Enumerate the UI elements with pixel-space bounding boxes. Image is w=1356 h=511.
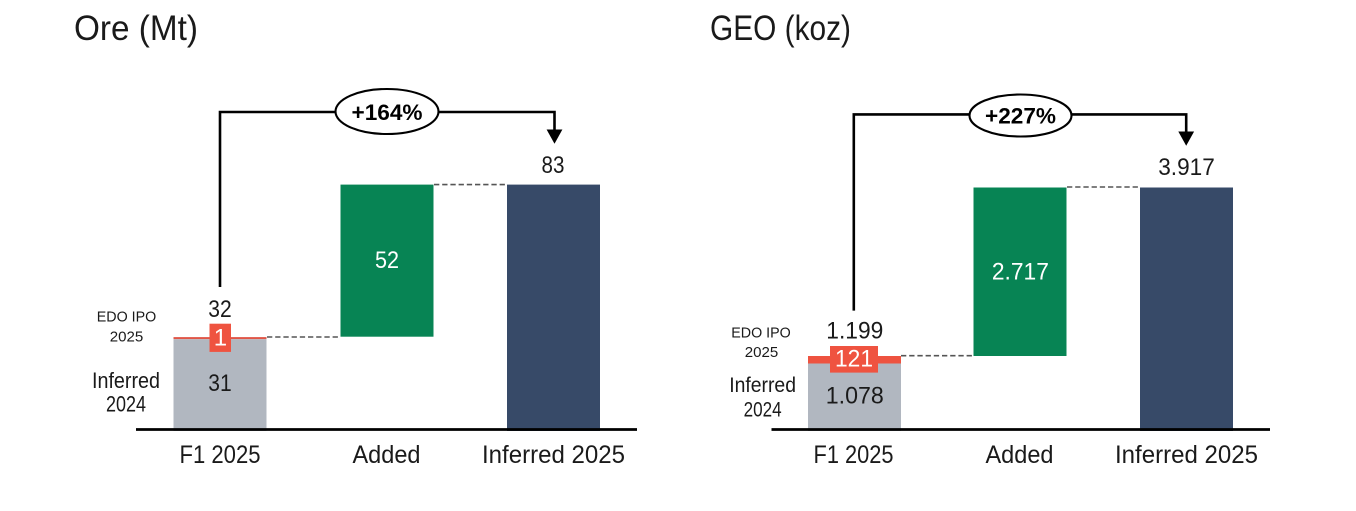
svg-text:2025: 2025	[110, 329, 144, 346]
svg-text:31: 31	[208, 370, 231, 397]
svg-text:1: 1	[214, 325, 227, 352]
svg-text:1.199: 1.199	[826, 318, 883, 345]
svg-text:F1 2025: F1 2025	[814, 441, 894, 469]
svg-text:F1 2025: F1 2025	[180, 441, 261, 469]
svg-text:2024: 2024	[106, 392, 146, 417]
svg-text:Ore (Mt): Ore (Mt)	[74, 9, 198, 48]
svg-text:32: 32	[208, 296, 231, 323]
svg-text:1.078: 1.078	[826, 382, 884, 409]
svg-text:Inferred 2025: Inferred 2025	[1115, 441, 1258, 469]
svg-text:Inferred: Inferred	[729, 373, 796, 397]
svg-text:Added: Added	[353, 441, 421, 469]
svg-text:+227%: +227%	[985, 104, 1056, 129]
svg-text:Inferred: Inferred	[92, 368, 160, 393]
svg-text:2024: 2024	[744, 398, 782, 422]
svg-text:Added: Added	[986, 441, 1054, 469]
svg-text:EDO IPO: EDO IPO	[97, 308, 157, 325]
svg-text:83: 83	[542, 152, 565, 179]
svg-text:+164%: +164%	[352, 100, 423, 125]
svg-text:121: 121	[835, 346, 873, 373]
svg-text:2025: 2025	[745, 345, 779, 361]
svg-text:3.917: 3.917	[1158, 154, 1215, 181]
svg-text:Inferred 2025: Inferred 2025	[482, 441, 625, 469]
svg-text:EDO IPO: EDO IPO	[731, 326, 791, 342]
svg-text:2.717: 2.717	[992, 258, 1049, 285]
svg-text:GEO (koz): GEO (koz)	[710, 9, 851, 48]
svg-text:52: 52	[375, 247, 399, 274]
